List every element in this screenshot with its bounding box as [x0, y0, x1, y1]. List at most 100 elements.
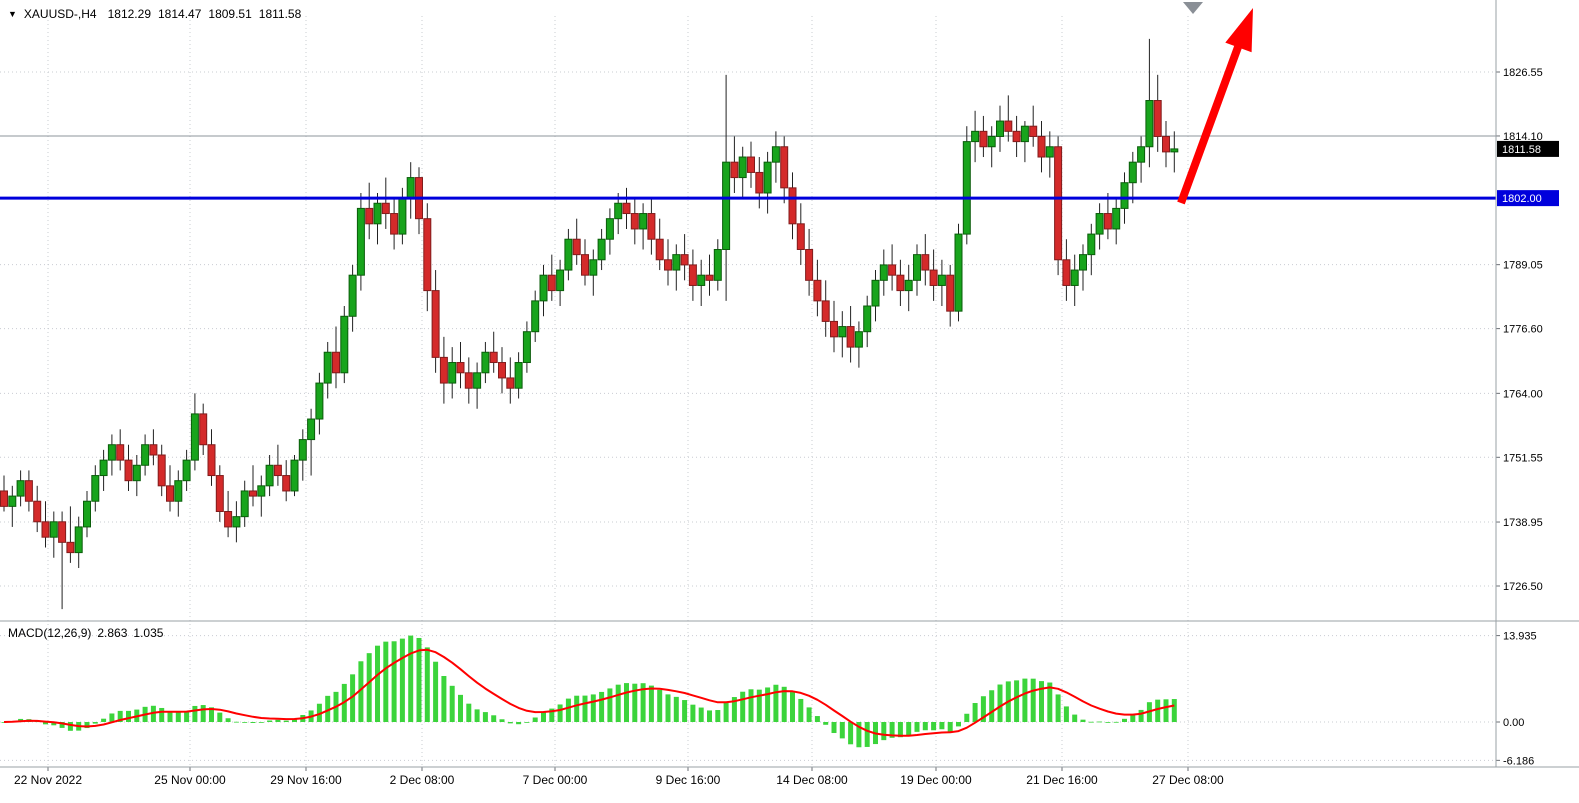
bull-candle [1137, 146, 1146, 163]
bull-candle [672, 254, 681, 271]
macd-histogram-bar [1030, 678, 1036, 722]
bear-candle [390, 213, 399, 235]
bear-candle [282, 475, 291, 492]
bear-candle [929, 269, 938, 286]
macd-histogram-bar [648, 685, 654, 722]
macd-histogram-bar [184, 710, 190, 722]
bear-candle [157, 454, 166, 487]
bear-candle [1029, 125, 1038, 137]
macd-histogram-bar [424, 647, 430, 722]
bear-candle [821, 300, 830, 322]
macd-histogram-bar [790, 692, 795, 722]
bear-candle [33, 500, 42, 523]
macd-histogram-bar [1072, 714, 1078, 722]
main-chart-area[interactable] [0, 0, 1496, 621]
bull-candle [290, 459, 299, 492]
macd-name-label: MACD(12,26,9) [8, 626, 92, 640]
bull-candle [514, 362, 523, 389]
macd-histogram-bar [1163, 699, 1169, 722]
macd-histogram-bar [275, 719, 281, 722]
macd-histogram-bar [1171, 699, 1177, 722]
macd-histogram-bar [1, 722, 7, 723]
macd-histogram-bar [292, 718, 297, 722]
price-axis-label: 1814.10 [1503, 131, 1543, 143]
macd-histogram-bar [1138, 709, 1144, 722]
macd-histogram-bar [590, 694, 596, 722]
macd-histogram-bar [1047, 682, 1053, 722]
macd-histogram-bar [466, 703, 472, 722]
bear-candle [1103, 213, 1112, 230]
macd-signal-value: 1.035 [133, 626, 164, 640]
bear-candle [149, 444, 158, 456]
macd-histogram-bar [507, 722, 513, 724]
macd-histogram-bar [225, 718, 231, 722]
time-axis-label: 9 Dec 16:00 [656, 773, 721, 787]
bear-candle [0, 490, 8, 507]
bear-candle [846, 326, 855, 348]
bear-candle [1004, 120, 1013, 132]
bear-candle [431, 290, 440, 358]
bull-candle [597, 238, 606, 261]
bear-candle [439, 356, 448, 384]
bull-candle [265, 464, 274, 487]
macd-histogram-bar [233, 721, 239, 723]
macd-histogram-bar [781, 686, 787, 722]
bear-candle [506, 377, 515, 389]
bull-candle [771, 146, 780, 163]
bear-candle [124, 459, 133, 482]
macd-histogram-bar [316, 703, 322, 722]
bull-candle [323, 351, 332, 384]
macd-main-value: 2.863 [97, 626, 128, 640]
macd-histogram-bar [997, 684, 1003, 722]
bear-candle [273, 464, 282, 477]
bull-candle [871, 279, 880, 307]
bull-candle [639, 213, 648, 230]
bull-candle [904, 279, 913, 292]
macd-histogram-bar [690, 704, 696, 722]
bear-candle [755, 171, 764, 194]
macd-histogram-bar [1022, 678, 1028, 722]
bull-candle [589, 259, 598, 276]
bear-candle [705, 274, 714, 281]
bear-candle [921, 254, 930, 271]
bear-candle [572, 238, 581, 256]
macd-indicator-area[interactable] [0, 621, 1496, 767]
bear-candle [796, 223, 805, 250]
trend-arrow-object[interactable] [1177, 45, 1242, 205]
time-axis-label: 22 Nov 2022 [14, 773, 82, 787]
bear-candle [332, 351, 340, 374]
macd-histogram-bar [175, 712, 181, 722]
macd-histogram-bar [765, 687, 771, 722]
symbol-dropdown-icon[interactable]: ▼ [8, 9, 17, 19]
price-axis[interactable] [1496, 0, 1579, 767]
bull-candle [141, 444, 150, 466]
bear-candle [946, 274, 955, 312]
time-axis-label: 2 Dec 08:00 [390, 773, 455, 787]
chart-header: ▼ XAUUSD-,H4 1812.29 1814.47 1809.51 181… [8, 7, 301, 21]
bull-candle [174, 480, 183, 502]
price-axis-label: 1789.05 [1503, 260, 1543, 272]
macd-histogram-bar [474, 709, 480, 722]
bull-candle [473, 372, 482, 389]
bull-candle [1045, 146, 1054, 158]
chart-shift-marker-icon[interactable] [1183, 2, 1203, 14]
macd-histogram-bar [366, 653, 372, 722]
time-axis[interactable] [0, 767, 1579, 803]
macd-histogram-bar [964, 713, 970, 722]
bull-candle [356, 207, 365, 276]
bull-candle [854, 331, 863, 348]
bear-candle [830, 320, 838, 338]
macd-histogram-bar [565, 698, 571, 722]
macd-histogram-bar [640, 683, 646, 722]
bull-candle [373, 202, 382, 225]
price-axis-label: 1751.55 [1503, 452, 1543, 464]
macd-histogram-bar [806, 707, 812, 722]
macd-histogram-bar [748, 689, 754, 722]
bear-candle [1153, 100, 1162, 137]
trend-arrow-head[interactable] [1225, 8, 1253, 53]
bull-candle [132, 464, 141, 482]
macd-histogram-bar [673, 696, 679, 722]
macd-histogram-bar [607, 688, 613, 722]
